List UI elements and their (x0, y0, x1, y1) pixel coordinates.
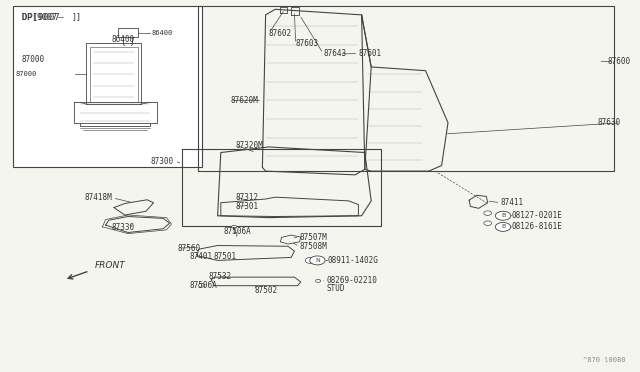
Text: 87411: 87411 (500, 198, 524, 207)
Text: B: B (501, 224, 505, 230)
Text: 87506A: 87506A (189, 281, 217, 290)
Text: 87601: 87601 (358, 49, 381, 58)
Text: 87301: 87301 (236, 202, 259, 211)
Text: 87630: 87630 (598, 118, 621, 127)
Text: 08269-02210: 08269-02210 (326, 276, 377, 285)
Text: N: N (315, 258, 320, 263)
Text: 08911-1402G: 08911-1402G (328, 256, 378, 265)
Text: 87330: 87330 (112, 223, 135, 232)
Circle shape (495, 211, 511, 220)
Circle shape (232, 225, 237, 228)
Text: 87506A: 87506A (224, 227, 252, 236)
Text: 87501: 87501 (213, 252, 236, 261)
Text: 87603: 87603 (296, 39, 319, 48)
Text: 87600: 87600 (607, 57, 630, 66)
Text: 87000: 87000 (21, 55, 44, 64)
Text: 87560: 87560 (178, 244, 201, 253)
Text: STUD: STUD (326, 284, 345, 293)
Circle shape (310, 256, 325, 265)
Text: 87602: 87602 (269, 29, 292, 38)
Circle shape (198, 283, 205, 287)
Text: 87508M: 87508M (300, 242, 327, 251)
Circle shape (495, 222, 511, 231)
Text: 87532: 87532 (209, 272, 232, 280)
Circle shape (484, 221, 492, 225)
Text: 86400: 86400 (112, 35, 135, 44)
Text: DP[9007-  ]: DP[9007- ] (22, 12, 81, 21)
Text: 87300: 87300 (151, 157, 174, 166)
Text: 87643: 87643 (323, 49, 346, 58)
Text: DP[9007-  ]: DP[9007- ] (22, 12, 77, 21)
Text: 08127-0201E: 08127-0201E (512, 211, 563, 220)
Text: ^870 l0080: ^870 l0080 (584, 357, 626, 363)
Text: 87502: 87502 (255, 286, 278, 295)
Text: 87620M: 87620M (230, 96, 258, 105)
Text: 86400: 86400 (152, 30, 173, 36)
Text: 08126-8161E: 08126-8161E (512, 222, 563, 231)
Circle shape (484, 211, 492, 215)
Text: 87000: 87000 (16, 71, 37, 77)
Text: 87418M: 87418M (85, 193, 113, 202)
Text: B: B (501, 213, 505, 218)
Text: FRONT: FRONT (95, 261, 125, 270)
Bar (13, 6, 202, 167)
Text: 87320M: 87320M (236, 141, 263, 150)
Text: 87312: 87312 (236, 193, 259, 202)
Text: 87401: 87401 (189, 252, 212, 261)
Circle shape (316, 279, 321, 282)
Circle shape (305, 257, 316, 263)
Text: 87507M: 87507M (300, 233, 327, 242)
